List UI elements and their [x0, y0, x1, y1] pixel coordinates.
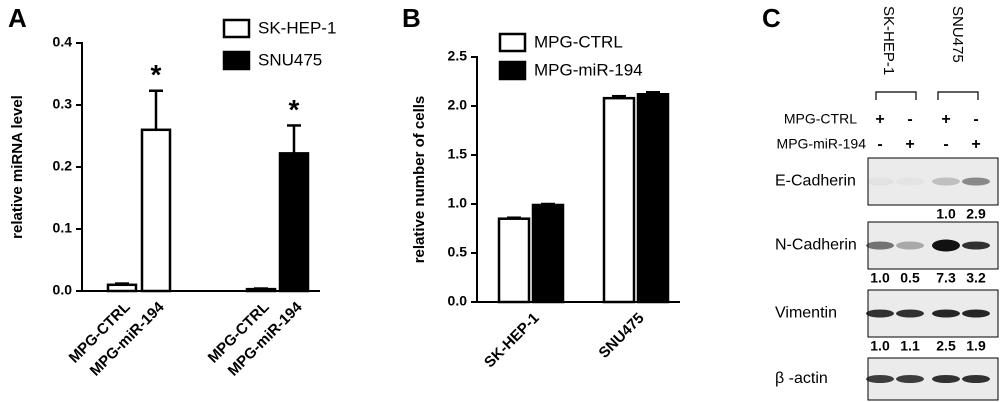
legend-swatch [222, 18, 251, 39]
band [896, 309, 924, 318]
quant-label: 1.0 [870, 338, 890, 354]
y-axis-label: relative number of cells [411, 96, 428, 264]
row-label: N-Cadherin [775, 237, 857, 254]
bar [602, 96, 636, 304]
band [962, 241, 990, 250]
legend-swatch [498, 60, 527, 81]
sign: + [941, 111, 950, 128]
y-tick-label: 0.2 [53, 158, 73, 174]
panel-letter: B [402, 3, 421, 33]
quant-label: 1.9 [966, 338, 986, 354]
sign: - [973, 111, 978, 128]
quant-label: 2.9 [966, 206, 986, 222]
legend-swatch [498, 32, 527, 53]
band [932, 177, 960, 186]
group-label: SK-HEP-1 [880, 6, 897, 75]
band [866, 309, 894, 318]
quant-label: 7.3 [936, 270, 956, 286]
quant-label: 1.0 [870, 270, 890, 286]
band [962, 309, 990, 318]
quant-label: 0.5 [900, 270, 920, 286]
y-tick-label: 0.0 [448, 293, 468, 309]
sign: - [877, 136, 882, 153]
y-tick-label: 2.5 [448, 48, 468, 64]
y-tick-label: 0.4 [53, 34, 73, 50]
condition-label: MPG-CTRL [784, 111, 857, 127]
y-tick-label: 0.1 [53, 220, 73, 236]
band [932, 375, 960, 383]
band [896, 178, 924, 186]
y-axis-label: relative miRNA level [9, 95, 26, 239]
band [962, 177, 990, 186]
quant-label: 2.5 [936, 338, 956, 354]
sign: + [971, 136, 980, 153]
bar [497, 217, 531, 304]
band [866, 375, 894, 383]
legend-label: MPG-CTRL [534, 32, 623, 51]
panel-letter: C [762, 3, 781, 33]
y-tick-label: 0.5 [448, 244, 468, 260]
row-label: β -actin [775, 370, 828, 387]
sign: + [875, 111, 884, 128]
legend-label: SNU475 [258, 50, 322, 69]
bar [278, 152, 310, 293]
band [962, 375, 990, 383]
panel-letter: A [8, 3, 27, 33]
bar [140, 128, 172, 293]
y-tick-label: 0.0 [53, 282, 73, 298]
annotation: * [289, 94, 300, 125]
quant-label: 3.2 [966, 270, 986, 286]
bracket [937, 91, 979, 100]
blot-box [867, 157, 999, 206]
legend-label: MPG-miR-194 [534, 60, 643, 79]
x-tick-label: SNU475 [596, 310, 648, 362]
annotation: * [151, 59, 162, 90]
band [866, 241, 894, 250]
quant-label: 1.1 [900, 338, 920, 354]
legend-swatch [222, 50, 251, 71]
sign: - [907, 111, 912, 128]
band [932, 239, 960, 252]
bracket [875, 91, 917, 100]
sign: + [905, 136, 914, 153]
group-label: SNU475 [949, 6, 966, 63]
y-tick-label: 1.5 [448, 146, 468, 162]
band [932, 309, 960, 318]
band [866, 177, 894, 186]
x-tick-label: SK-HEP-1 [481, 310, 543, 372]
legend-label: SK-HEP-1 [258, 18, 336, 37]
row-label: E-Cadherin [775, 173, 856, 190]
condition-label: MPG-miR-194 [777, 136, 867, 152]
sign: - [943, 136, 948, 153]
row-label: Vimentin [775, 305, 837, 322]
band [896, 375, 924, 383]
bar [636, 92, 670, 304]
y-tick-label: 0.3 [53, 96, 73, 112]
band [896, 241, 924, 250]
bar [531, 203, 565, 304]
y-tick-label: 2.0 [448, 97, 468, 113]
y-tick-label: 1.0 [448, 195, 468, 211]
quant-label: 1.0 [936, 206, 956, 222]
